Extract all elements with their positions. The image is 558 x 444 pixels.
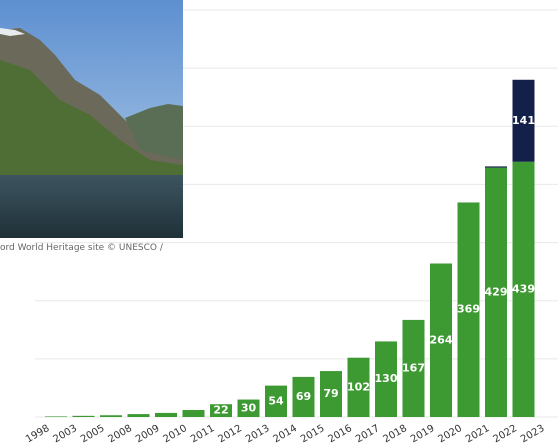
x-tick-label: 2009: [134, 423, 162, 444]
value-label: 22: [213, 404, 228, 417]
x-tick-label: 2016: [326, 423, 354, 444]
x-tick-label: 1998: [24, 423, 52, 444]
x-tick-label: 2023: [519, 423, 547, 444]
x-tick-label: 2010: [161, 423, 189, 444]
bar-segment: [127, 414, 150, 417]
bar-segment: [210, 404, 232, 417]
x-tick-label: 2020: [436, 423, 464, 444]
x-tick-label: 2021: [464, 423, 492, 444]
x-tick-label: 2018: [381, 423, 409, 444]
photo: [0, 0, 183, 238]
bar-segment: [292, 376, 315, 417]
bar-segment: [485, 167, 507, 417]
bar-segment: [155, 412, 177, 417]
x-tick-label: 2012: [216, 423, 244, 444]
x-tick-label: 2013: [244, 423, 272, 444]
bar-segment: [237, 399, 260, 417]
value-label: 167: [402, 361, 425, 374]
bar-segment: [45, 416, 67, 417]
value-label: 69: [296, 390, 311, 403]
x-tick-label: 2005: [79, 423, 107, 444]
x-tick-label: 2008: [106, 423, 134, 444]
value-label: 130: [375, 372, 398, 385]
x-tick-label: 2015: [299, 423, 327, 444]
bar-segment: [182, 410, 205, 417]
value-label: 141: [512, 114, 535, 127]
bar-segment: [265, 385, 287, 417]
bar-segment: [512, 79, 535, 162]
bar-segment: [402, 319, 425, 417]
value-label: 429: [485, 285, 508, 298]
value-label: 79: [323, 387, 338, 400]
x-tick-label: 2019: [409, 423, 437, 444]
bar-segment: [512, 161, 535, 417]
value-label: 369: [457, 303, 480, 316]
value-label: 30: [241, 401, 257, 414]
bar-segment: [320, 371, 342, 417]
value-label: 439: [512, 282, 535, 295]
bar-segment: [485, 166, 507, 168]
bar-segment: [347, 357, 370, 417]
bar-segment: [375, 341, 397, 417]
x-tick-label: 2003: [51, 423, 79, 444]
bar-segment: [430, 263, 452, 417]
value-label: 54: [268, 394, 284, 407]
value-label: 264: [430, 333, 453, 346]
x-tick-label: 2011: [189, 423, 217, 444]
bar-segment: [457, 202, 480, 417]
x-tick-label: 2022: [491, 423, 519, 444]
x-tick-label: 2017: [354, 423, 382, 444]
value-label: 102: [347, 380, 370, 393]
bar-segment: [72, 415, 95, 417]
bar-segment: [100, 415, 122, 417]
image-caption: ord World Heritage site © UNESCO /: [0, 243, 164, 253]
x-tick-label: 2014: [271, 423, 299, 444]
